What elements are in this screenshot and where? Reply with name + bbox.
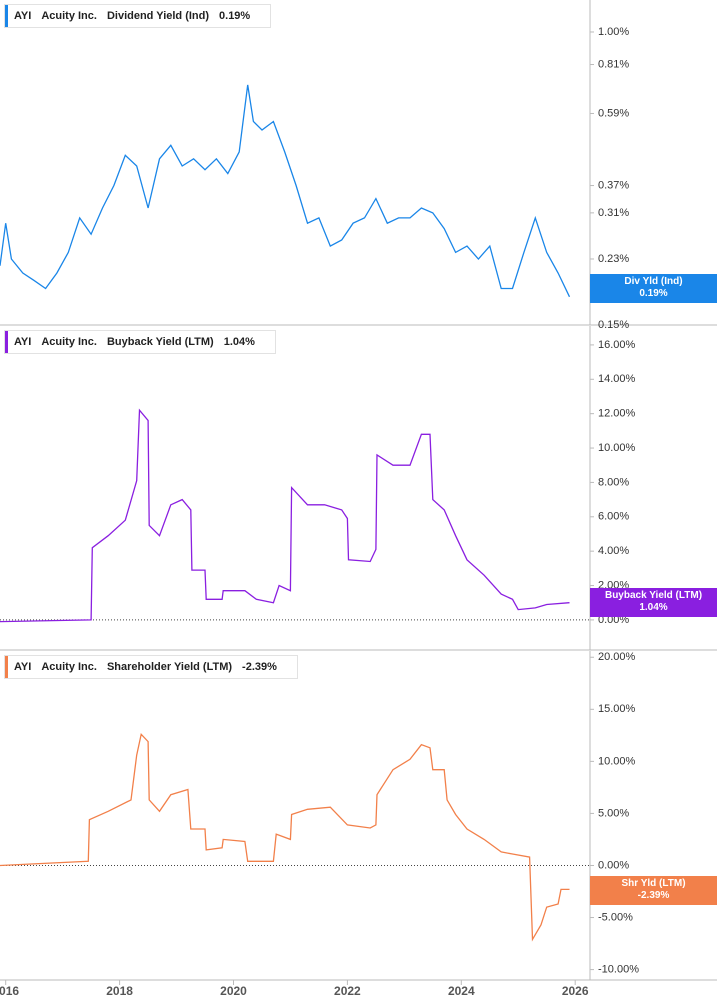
legend-metric: Shareholder Yield (LTM) [106,661,233,673]
legend-metric: Dividend Yield (Ind) [106,10,210,22]
y-tick-label: -10.00% [598,963,639,975]
x-tick-label: 2016 [0,984,19,998]
legend-company: Acuity Inc. [41,661,97,673]
badge-name: Shr Yld (LTM) [621,878,686,890]
x-tick-label: 2018 [106,984,133,998]
series-line [0,732,570,942]
badge-value: 1.04% [639,602,668,614]
legend-value: 1.04% [223,336,255,348]
badge-value: -2.39% [637,890,670,902]
legend-color [5,331,8,353]
x-tick-label: 2024 [448,984,475,998]
y-tick-label: 5.00% [598,807,629,819]
legend: AYI Acuity Inc. Dividend Yield (Ind) 0.19% [4,4,272,28]
y-tick-label: 0.23% [598,253,629,265]
y-tick-label: 20.00% [598,651,636,663]
last-value-badge: Shr Yld (LTM) -2.39% [590,875,717,905]
x-tick-label: 2020 [220,984,247,998]
y-tick-label: 0.00% [598,859,629,871]
y-tick-label: 6.00% [598,511,629,523]
badge-name: Buyback Yield (LTM) [604,590,703,602]
y-tick-label: 0.37% [598,179,629,191]
last-value-badge: Div Yld (Ind) 0.19% [590,273,717,303]
legend-ticker: AYI [14,661,32,673]
y-tick-label: 0.81% [598,58,629,70]
legend-company: Acuity Inc. [41,10,97,22]
legend-ticker: AYI [14,336,32,348]
y-tick-label: -5.00% [598,911,633,923]
y-tick-label: 12.00% [598,408,636,420]
y-tick-label: 0.00% [598,614,629,626]
y-tick-label: 10.00% [598,755,636,767]
y-tick-label: 14.00% [598,373,636,385]
legend-color [5,5,8,27]
x-tick-label: 2026 [562,984,589,998]
legend-color [5,656,8,678]
x-tick-label: 2022 [334,984,361,998]
y-tick-label: 0.59% [598,107,629,119]
last-value-badge: Buyback Yield (LTM) 1.04% [590,587,717,617]
legend: AYI Acuity Inc. Buyback Yield (LTM) 1.04% [4,330,276,354]
legend-ticker: AYI [14,10,32,22]
y-tick-label: 1.00% [598,26,629,38]
legend-value: 0.19% [219,10,251,22]
legend: AYI Acuity Inc. Shareholder Yield (LTM) -2.… [4,655,298,679]
badge-name: Div Yld (Ind) [624,276,683,288]
badge-value: 0.19% [639,288,668,300]
y-tick-label: 4.00% [598,545,629,557]
y-tick-label: 16.00% [598,339,636,351]
y-tick-label: 10.00% [598,442,636,454]
legend-value: -2.39% [242,661,277,673]
y-tick-label: 0.31% [598,207,629,219]
y-tick-label: 8.00% [598,476,629,488]
legend-metric: Buyback Yield (LTM) [106,336,214,348]
y-tick-label: 0.15% [598,319,629,331]
y-tick-label: 15.00% [598,703,636,715]
series-line [0,408,570,623]
legend-company: Acuity Inc. [41,336,97,348]
series-line [0,84,571,298]
